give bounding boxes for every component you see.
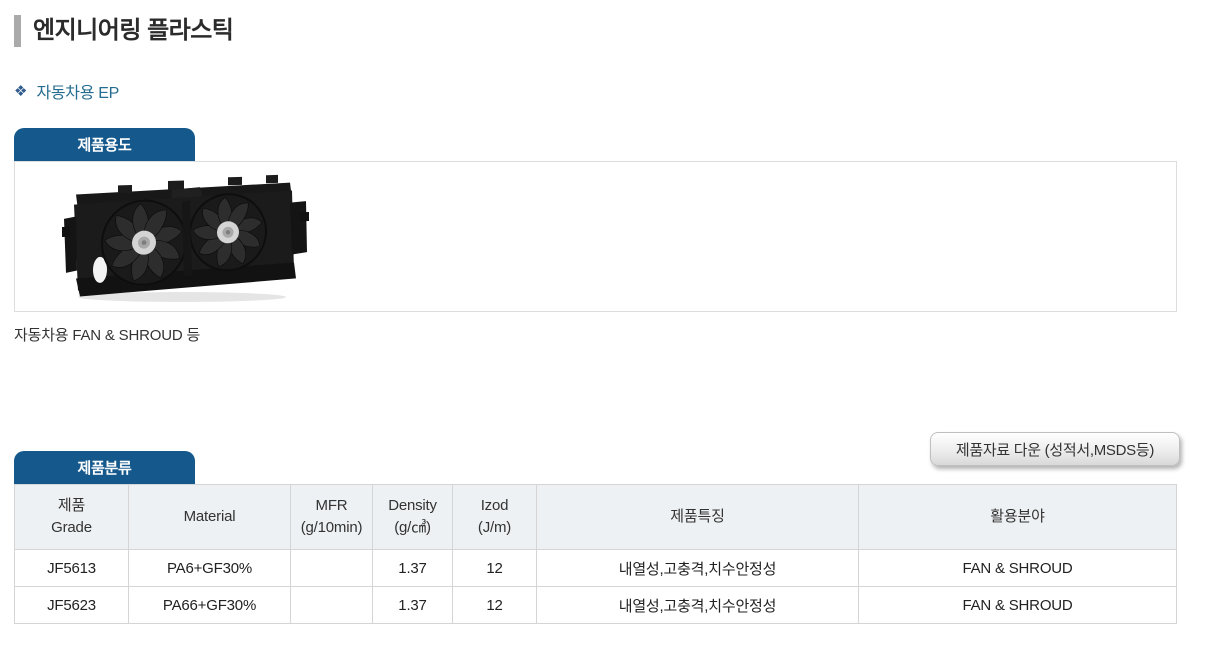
image-shadow [78,292,286,302]
table-row: JF5613 PA6+GF30% 1.37 12 내열성,고충격,치수안정성 F… [14,549,1177,587]
tab-product-use: 제품용도 [14,128,195,161]
material-cell: PA6+GF30% [128,549,291,587]
title-accent-bar [14,15,21,47]
density-cell: 1.37 [372,549,453,587]
features-cell: 내열성,고충격,치수안정성 [536,586,859,624]
image-caption: 자동차용 FAN & SHROUD 등 [14,327,201,344]
col-features: 제품특징 [536,484,859,550]
mfr-cell [290,586,373,624]
features-cell: 내열성,고충격,치수안정성 [536,549,859,587]
four-diamond-icon: ❖ [14,82,28,100]
download-button[interactable]: 제품자료 다운 (성적서,MSDS등) [930,432,1180,466]
subtitle-row: ❖ 자동차용 EP [14,79,1177,103]
table-header-row: 제품 Grade Material MFR (g/10min) Density … [14,484,1177,550]
application-cell: FAN & SHROUD [858,549,1177,587]
page-title: 엔지니어링 플라스틱 [33,17,234,44]
izod-cell: 12 [452,549,537,587]
mfr-cell [290,549,373,587]
col-izod: Izod (J/m) [452,484,537,550]
density-cell: 1.37 [372,586,453,624]
grade-cell: JF5623 [14,586,129,624]
application-cell: FAN & SHROUD [858,586,1177,624]
col-grade: 제품 Grade [14,484,129,550]
col-mfr: MFR (g/10min) [290,484,373,550]
col-density: Density (g/㎤) [372,484,453,550]
izod-cell: 12 [452,586,537,624]
grade-cell: JF5613 [14,549,129,587]
product-image-box [14,161,1177,312]
material-cell: PA66+GF30% [128,586,291,624]
page-content: 엔지니어링 플라스틱 ❖ 자동차용 EP 제품용도 [14,0,1180,624]
col-material: Material [128,484,291,550]
spec-table: 제품 Grade Material MFR (g/10min) Density … [14,484,1177,624]
fan-shroud-image [62,174,309,302]
subtitle: 자동차용 EP [36,85,120,102]
col-application: 활용분야 [858,484,1177,550]
tab-product-classification: 제품분류 [14,451,195,484]
page-title-row: 엔지니어링 플라스틱 [14,0,1177,47]
product-table-section: 제품자료 다운 (성적서,MSDS등) 제품분류 제품 Grade Materi… [14,432,1180,624]
table-row: JF5623 PA66+GF30% 1.37 12 내열성,고충격,치수안정성 … [14,586,1177,624]
